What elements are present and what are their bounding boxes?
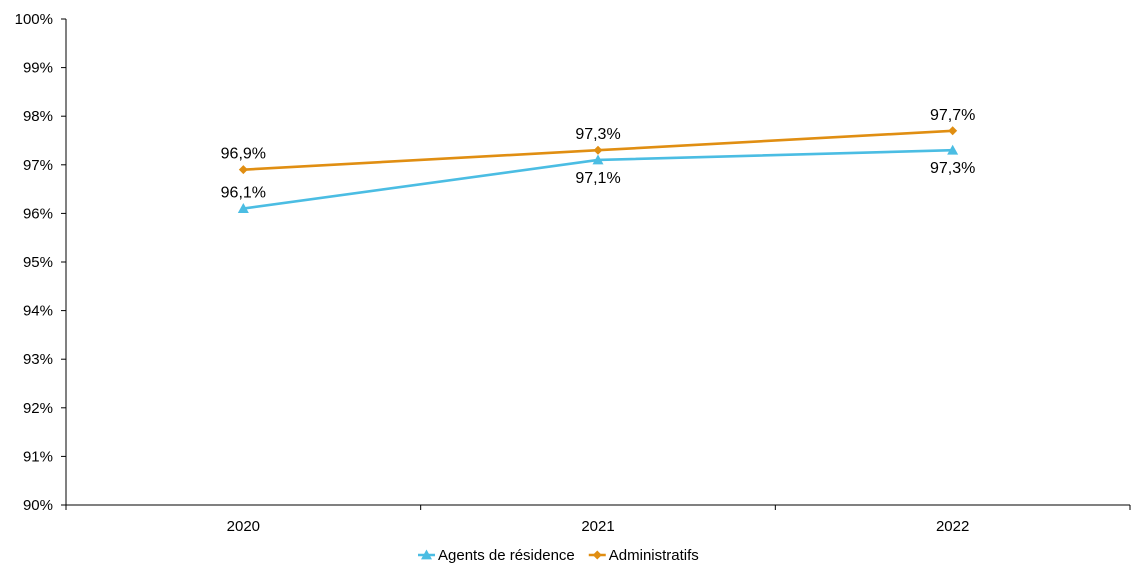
data-label: 96,9% — [221, 146, 266, 163]
x-tick-label: 2020 — [227, 518, 260, 535]
legend-marker — [421, 549, 432, 560]
y-tick-label: 93% — [23, 351, 53, 368]
legend-marker — [592, 550, 602, 560]
data-point — [947, 144, 959, 155]
y-tick-label: 90% — [23, 497, 53, 514]
data-labels: 96,1% 97,1% 97,3% 96,9% 97,3% 97,7% — [221, 107, 976, 202]
y-tick-label: 95% — [23, 254, 53, 271]
legend-item: Agents de résidence — [418, 547, 575, 564]
data-label: 96,1% — [221, 185, 266, 202]
legend-label: Agents de résidence — [438, 547, 575, 564]
data-point — [238, 165, 248, 175]
x-tick-label: 2021 — [581, 518, 614, 535]
y-tick-label: 92% — [23, 400, 53, 417]
data-point — [593, 145, 603, 155]
y-tick-label: 96% — [23, 205, 53, 222]
x-tick-label: 2022 — [936, 518, 969, 535]
data-label: 97,3% — [575, 126, 620, 143]
data-label: 97,3% — [930, 160, 975, 177]
axes — [65, 19, 1130, 506]
legend-item: Administratifs — [588, 547, 699, 564]
y-tick-label: 91% — [23, 448, 53, 465]
legend-label: Administratifs — [609, 547, 699, 564]
data-point — [237, 203, 249, 213]
y-tick-label: 98% — [23, 108, 53, 125]
data-label: 97,7% — [930, 107, 975, 124]
series-layer — [237, 126, 959, 213]
series-1 — [237, 144, 959, 213]
x-axis-ticks: 2020 2021 2022 — [65, 505, 1131, 535]
data-label: 97,1% — [575, 170, 620, 187]
y-axis-ticks: 90% 91% 92% 93% 94% 95% 96% 97% 98% 99% 100% — [15, 11, 66, 514]
y-tick-label: 94% — [23, 303, 53, 320]
y-tick-label: 100% — [15, 11, 53, 28]
series-2 — [238, 126, 958, 175]
y-tick-label: 99% — [23, 60, 53, 77]
data-point — [948, 126, 958, 136]
legend: Agents de résidence Administratifs — [418, 547, 699, 564]
y-tick-label: 97% — [23, 157, 53, 174]
data-point — [592, 154, 604, 165]
